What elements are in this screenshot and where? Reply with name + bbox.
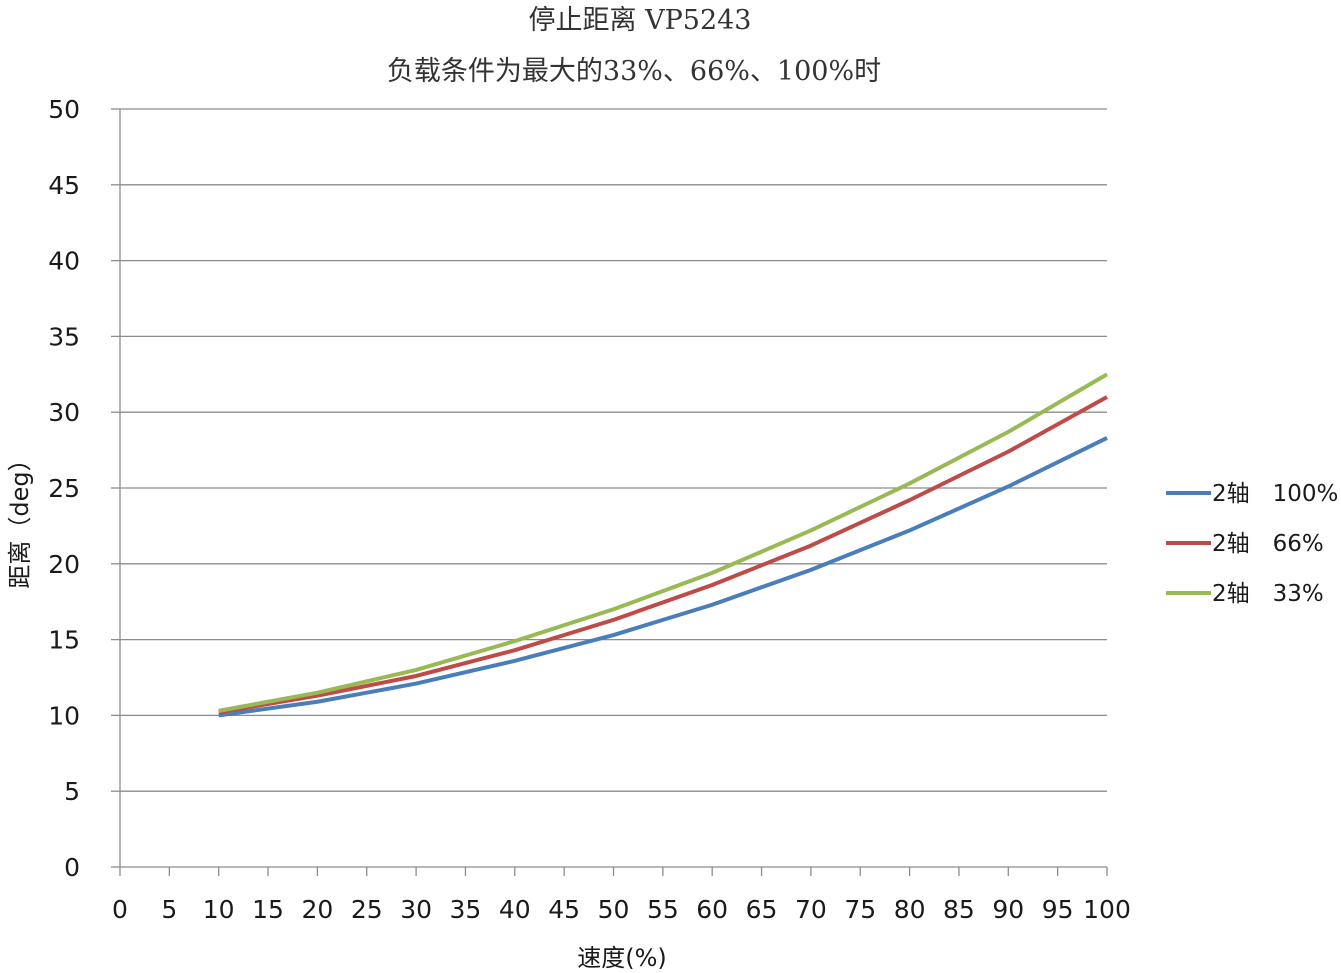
x-tick-label: 0 bbox=[112, 895, 128, 924]
x-tick-label: 75 bbox=[844, 895, 876, 924]
x-tick-label: 60 bbox=[696, 895, 728, 924]
series-line-1 bbox=[218, 395, 1108, 715]
y-tick-label: 15 bbox=[48, 626, 80, 655]
x-tick-label: 55 bbox=[647, 895, 679, 924]
legend: 2轴 100% 2轴 66% 2轴 33% bbox=[1166, 481, 1338, 607]
y-tick-label: 10 bbox=[48, 701, 80, 730]
y-axis-title: 距离（deg） bbox=[6, 447, 34, 588]
x-tick-label: 100 bbox=[1083, 895, 1131, 924]
x-tick-label: 25 bbox=[351, 895, 383, 924]
axes bbox=[111, 108, 1108, 876]
x-tick-labels: 0 5 10 15 20 25 30 35 40 45 50 55 60 65 70 75 80 85 90 95 10… bbox=[112, 895, 1131, 924]
legend-label: 2轴 33% bbox=[1212, 581, 1324, 607]
x-tick-label: 10 bbox=[203, 895, 235, 924]
chart-title: 停止距离 VP5243 bbox=[529, 5, 752, 36]
x-tick-label: 15 bbox=[252, 895, 284, 924]
series-line-0 bbox=[218, 436, 1108, 718]
x-axis-title: 速度(%) bbox=[577, 944, 667, 972]
x-tick-label: 90 bbox=[992, 895, 1024, 924]
x-tick-label: 5 bbox=[161, 895, 177, 924]
x-tick-label: 45 bbox=[548, 895, 580, 924]
legend-item: 2轴 100% bbox=[1166, 481, 1338, 507]
legend-label: 2轴 100% bbox=[1212, 481, 1338, 507]
x-tick-label: 35 bbox=[450, 895, 482, 924]
legend-item: 2轴 66% bbox=[1166, 531, 1324, 557]
y-tick-label: 20 bbox=[48, 550, 80, 579]
x-tick-label: 85 bbox=[943, 895, 975, 924]
legend-label: 2轴 66% bbox=[1212, 531, 1324, 557]
x-tick-label: 30 bbox=[400, 895, 432, 924]
x-tick-label: 70 bbox=[795, 895, 827, 924]
y-tick-label: 0 bbox=[64, 853, 80, 882]
chart-subtitle: 负载条件为最大的33%、66%、100%时 bbox=[387, 56, 881, 87]
y-tick-labels: 0 5 10 15 20 25 30 35 40 45 50 bbox=[48, 95, 80, 882]
x-tick-label: 80 bbox=[894, 895, 926, 924]
x-tick-label: 50 bbox=[598, 895, 630, 924]
series-line-2 bbox=[218, 372, 1109, 713]
y-tick-label: 30 bbox=[48, 398, 80, 427]
y-tick-label: 5 bbox=[64, 777, 80, 806]
gridlines bbox=[120, 108, 1107, 792]
y-tick-label: 50 bbox=[48, 95, 80, 124]
x-tick-label: 20 bbox=[301, 895, 333, 924]
x-tick-label: 65 bbox=[746, 895, 778, 924]
y-tick-label: 45 bbox=[48, 171, 80, 200]
y-tick-label: 35 bbox=[48, 322, 80, 351]
legend-item: 2轴 33% bbox=[1166, 581, 1324, 607]
x-tick-label: 40 bbox=[499, 895, 531, 924]
y-tick-label: 40 bbox=[48, 247, 80, 276]
y-tick-label: 25 bbox=[48, 474, 80, 503]
x-tick-label: 95 bbox=[1042, 895, 1074, 924]
series-lines bbox=[218, 372, 1109, 718]
